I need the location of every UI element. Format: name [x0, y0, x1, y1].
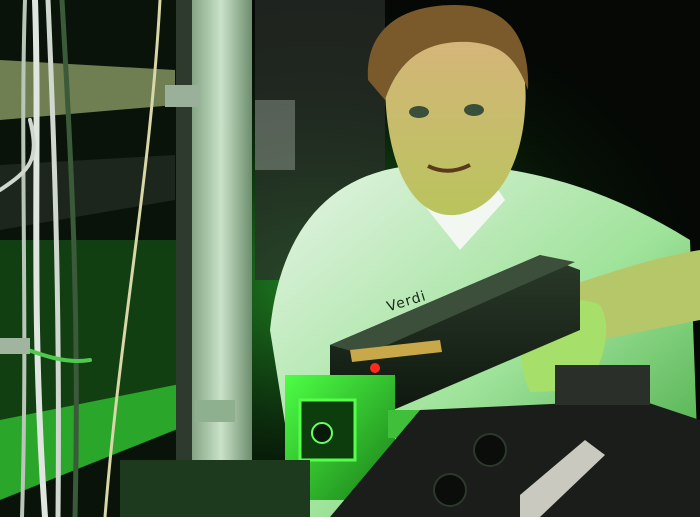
equipment-rack: [0, 0, 252, 517]
controller-box: [555, 365, 650, 405]
beam-pipe: [120, 460, 310, 517]
indicator-led: [370, 363, 380, 373]
optics-mount: [120, 375, 448, 517]
knob: [433, 473, 467, 507]
left-eye: [409, 106, 429, 118]
cable-connector: [0, 338, 30, 354]
knob: [473, 433, 507, 467]
rack-base: [0, 380, 200, 500]
right-eye: [464, 104, 484, 116]
rack-shelf: [0, 60, 175, 120]
back-wall-highlight: [255, 100, 295, 170]
warning-label: [350, 340, 442, 362]
rack-frame: [190, 0, 252, 517]
hair: [367, 5, 529, 100]
rack-frame-holes: [176, 0, 192, 517]
rack-bracket: [165, 85, 200, 107]
clamp: [520, 440, 605, 517]
rack-shelf-lower: [0, 155, 175, 230]
optical-table: [330, 365, 700, 517]
face: [385, 11, 526, 216]
mouth: [427, 163, 471, 173]
rack-bracket-lower: [195, 400, 235, 422]
